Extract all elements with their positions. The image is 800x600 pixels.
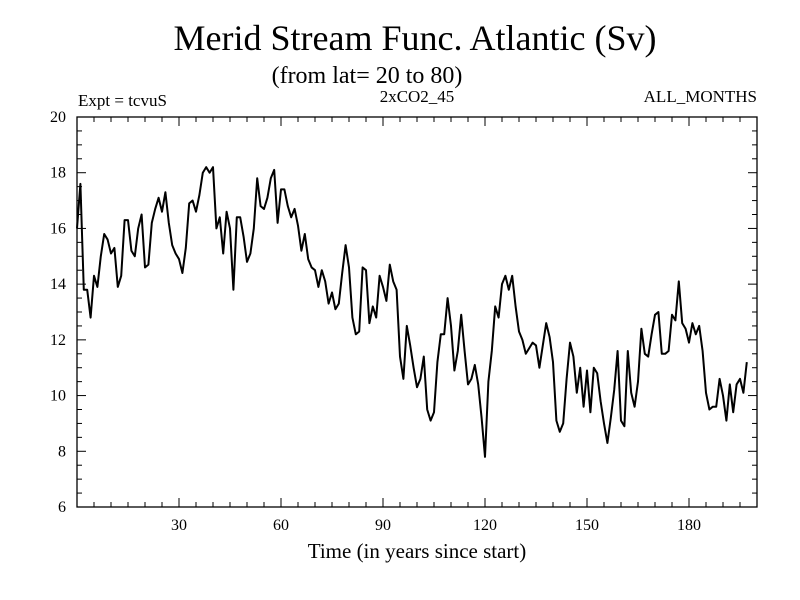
x-axis-label: Time (in years since start) [308, 539, 527, 563]
y-tick-label: 14 [50, 276, 66, 293]
experiment-label: Expt = tcvuS [78, 91, 167, 110]
x-tick-label: 30 [171, 517, 187, 534]
x-tick-label: 180 [677, 517, 701, 534]
x-axis-tick-labels: 30 60 90 120 150 180 [171, 517, 701, 534]
x-tick-label: 60 [273, 517, 289, 534]
chart-subtitle: (from lat= 20 to 80) [272, 63, 463, 89]
x-tick-label: 120 [473, 517, 497, 534]
y-tick-label: 10 [50, 388, 66, 405]
plot-frame [76, 116, 758, 508]
chart-title: Merid Stream Func. Atlantic (Sv) [174, 18, 657, 58]
y-tick-label: 20 [50, 109, 66, 126]
series-line [76, 166, 748, 458]
y-tick-label: 18 [50, 165, 66, 182]
y-axis-tick-labels: 6 8 10 12 14 16 18 20 [50, 109, 66, 516]
months-label: ALL_MONTHS [644, 87, 757, 106]
y-tick-label: 16 [50, 220, 66, 237]
x-tick-label: 90 [375, 517, 391, 534]
x-axis-ticks [93, 117, 741, 507]
y-tick-label: 12 [50, 332, 66, 349]
y-tick-label: 6 [58, 499, 66, 516]
y-axis-ticks [77, 130, 757, 494]
y-tick-label: 8 [58, 443, 66, 460]
x-tick-label: 150 [575, 517, 599, 534]
scenario-label: 2xCO2_45 [380, 87, 455, 106]
